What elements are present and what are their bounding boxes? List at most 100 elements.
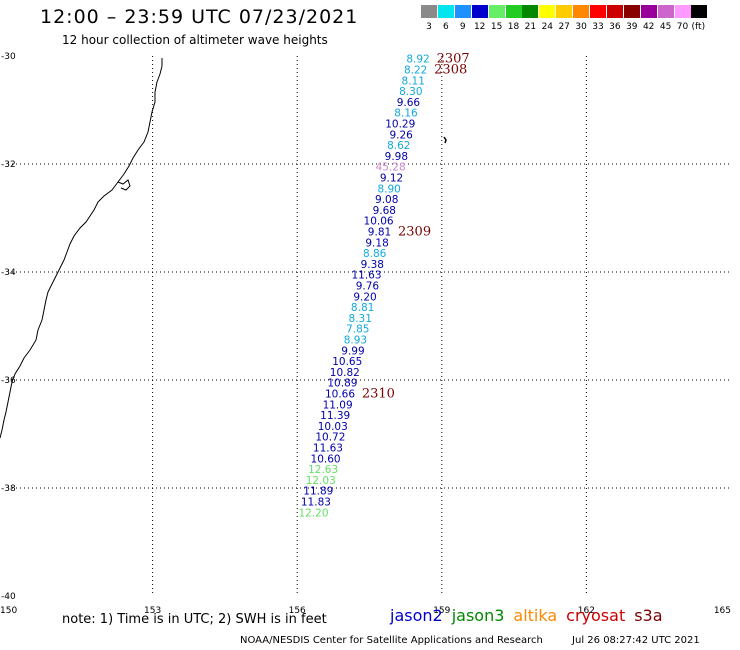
color-scale-label: 42 xyxy=(642,22,655,32)
wave-height-value: 9.20 xyxy=(353,291,376,303)
lon-tick-label: 162 xyxy=(578,606,595,616)
wave-height-value: 9.12 xyxy=(380,173,403,185)
color-swatch xyxy=(640,5,657,18)
wave-height-value: 7.85 xyxy=(346,324,369,336)
color-swatch xyxy=(674,5,691,18)
color-scale-label: 30 xyxy=(575,22,587,32)
color-swatch xyxy=(606,5,623,18)
color-swatch xyxy=(488,5,505,18)
wave-height-value: 9.81 xyxy=(368,227,391,239)
wave-height-value: 10.72 xyxy=(315,432,345,444)
color-scale-label: 18 xyxy=(507,22,520,32)
wave-height-value: 8.90 xyxy=(377,183,400,195)
lat-tick-label: -36 xyxy=(1,376,16,386)
wave-height-value: 9.26 xyxy=(389,129,413,141)
color-swatch xyxy=(623,5,640,18)
color-swatch xyxy=(454,5,471,18)
color-scale-label: 12 xyxy=(473,22,486,32)
color-scale-label: 24 xyxy=(541,22,554,32)
color-swatch xyxy=(590,5,606,18)
lat-tick-label: -34 xyxy=(1,268,16,278)
wave-height-value: 9.68 xyxy=(373,205,396,217)
color-scale-label: 45 xyxy=(659,22,672,32)
footer: NOAA/NESDIS Center for Satellite Applica… xyxy=(240,635,700,646)
color-swatch xyxy=(471,5,488,18)
lon-tick-label: 153 xyxy=(144,606,161,616)
wave-height-value: 12.20 xyxy=(298,507,328,519)
legend-altika: altika xyxy=(513,606,558,625)
wave-height-value: 11.83 xyxy=(301,497,331,509)
wave-height-value: 8.62 xyxy=(387,140,410,152)
color-scale-label: 9 xyxy=(459,22,466,32)
color-swatch xyxy=(522,5,539,18)
wave-height-value: 9.99 xyxy=(341,345,364,357)
color-scale-label: 21 xyxy=(524,22,537,32)
pass-time-label: 2308 xyxy=(434,63,467,78)
lat-tick-label: -38 xyxy=(1,484,16,494)
wave-height-value: 8.86 xyxy=(363,248,387,260)
color-swatch xyxy=(573,5,590,18)
wave-height-value: 9.66 xyxy=(397,97,421,109)
lon-tick-label: 159 xyxy=(433,606,450,616)
wave-height-value: 10.89 xyxy=(327,378,357,390)
wave-height-value: 45.28 xyxy=(376,162,406,174)
footnote: note: 1) Time is in UTC; 2) SWH is in fe… xyxy=(62,612,327,627)
wave-height-value: 11.63 xyxy=(351,270,381,282)
wave-height-value: 8.16 xyxy=(394,108,418,120)
axis-tick-labels: 150 153 156 159 162 165 -30 -32 -34 -36 -38 -40 xyxy=(0,52,731,616)
wave-height-value: 11.89 xyxy=(303,486,333,498)
color-scale-unit: (ft) xyxy=(691,22,706,32)
color-swatch xyxy=(421,5,437,18)
wave-height-value: 10.06 xyxy=(364,216,394,228)
lon-tick-label: 156 xyxy=(289,606,306,616)
color-scale-label: 6 xyxy=(443,22,449,32)
wave-height-value: 12.03 xyxy=(306,475,336,487)
wave-height-value: 12.63 xyxy=(308,464,338,476)
color-scale-label: 39 xyxy=(626,22,638,32)
wave-height-value: 9.76 xyxy=(356,281,380,293)
color-swatch xyxy=(505,5,522,18)
pass-time-label: 2310 xyxy=(362,387,395,402)
color-swatch xyxy=(657,5,674,18)
page-title: 12:00 – 23:59 UTC 07/23/2021 xyxy=(40,6,359,28)
lat-tick-label: -32 xyxy=(1,160,16,170)
page-subtitle: 12 hour collection of altimeter wave hei… xyxy=(62,33,328,47)
color-scale-label: 33 xyxy=(592,22,604,32)
legend-s3a: s3a xyxy=(634,606,663,625)
color-scale-label: 36 xyxy=(609,22,621,32)
wave-height-value: 8.92 xyxy=(406,54,429,66)
color-scale-label: 3 xyxy=(426,22,432,32)
satellite-legend: jason2 jason3 altika cryosat s3a xyxy=(390,606,672,625)
color-scale-label: 27 xyxy=(558,22,570,32)
wave-height-value: 8.81 xyxy=(351,302,374,314)
wave-height-value: 9.08 xyxy=(375,194,398,206)
coastline-inlet xyxy=(117,179,131,191)
coastline xyxy=(0,58,163,439)
wave-height-value: 10.66 xyxy=(325,389,355,401)
legend-cryosat: cryosat xyxy=(566,606,626,625)
wave-height-value: 11.63 xyxy=(313,443,343,455)
color-swatch xyxy=(539,5,556,18)
wave-height-value: 10.65 xyxy=(332,356,362,368)
color-swatch xyxy=(437,5,454,18)
wave-height-value: 10.03 xyxy=(318,421,348,433)
color-scale-label: 15 xyxy=(490,22,503,32)
wave-height-value: 10.29 xyxy=(385,119,415,131)
map-grid xyxy=(8,56,731,596)
legend-jason2: jason2 xyxy=(390,606,443,625)
wave-height-value: 9.18 xyxy=(365,237,388,249)
wave-height-value: 8.11 xyxy=(402,75,425,87)
wave-height-value: 8.22 xyxy=(404,65,427,77)
wave-height-value: 8.31 xyxy=(349,313,372,325)
legend-jason3: jason3 xyxy=(451,606,505,625)
lat-tick-label: -30 xyxy=(1,52,16,62)
island xyxy=(443,136,447,144)
color-scale-label: 70 xyxy=(676,22,689,32)
wave-height-value: 8.30 xyxy=(399,86,422,98)
pass-time-label: 2309 xyxy=(398,225,431,240)
source-credit: NOAA/NESDIS Center for Satellite Applica… xyxy=(240,635,543,646)
generated-timestamp: Jul 26 08:27:42 UTC 2021 xyxy=(572,635,700,646)
